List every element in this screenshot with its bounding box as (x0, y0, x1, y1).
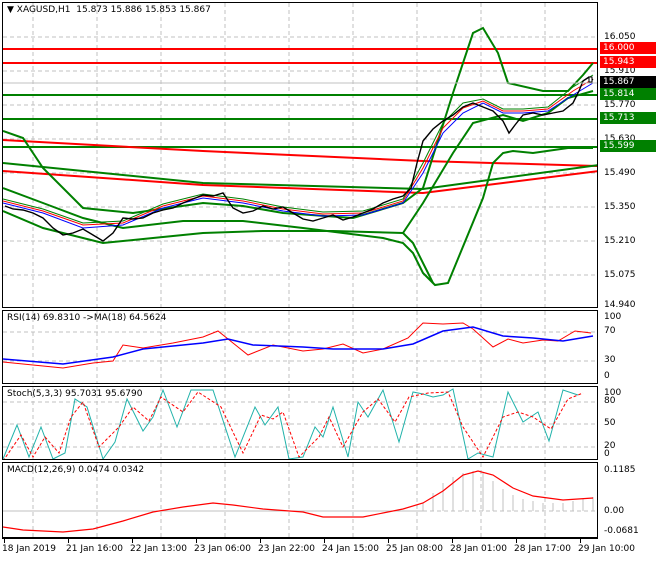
price-axis: 16.050 15.910 15.770 15.630 15.490 15.35… (598, 2, 660, 310)
rsi-label: 30 (604, 355, 616, 365)
price-label: 15.490 (604, 168, 636, 178)
price-label: 15.910 (604, 66, 636, 76)
price-label: 14.940 (604, 300, 636, 310)
rsi-title: RSI(14) 69.8310 ->MA(18) 64.5624 (7, 313, 167, 323)
time-label: 28 Jan 01:00 (450, 544, 507, 554)
time-label: 23 Jan 22:00 (258, 544, 315, 554)
macd-title: MACD(12,26,9) 0.0474 0.0342 (7, 465, 145, 475)
time-label: 28 Jan 17:00 (514, 544, 571, 554)
price-label: 15.210 (604, 236, 636, 246)
stochastic-pane[interactable]: Stoch(5,3,3) 95.7031 95.6790 (2, 386, 598, 460)
price-label: 15.075 (604, 270, 636, 280)
rsi-pane[interactable]: RSI(14) 69.8310 ->MA(18) 64.5624 (2, 310, 598, 384)
stoch-label: 100 (604, 388, 622, 398)
rsi-label: 70 (604, 326, 616, 336)
level-tag-red: 16.000 (600, 42, 656, 54)
time-label: 29 Jan 10:00 (578, 544, 635, 554)
price-chart-svg (3, 3, 597, 307)
macd-pane[interactable]: MACD(12,26,9) 0.0474 0.0342 (2, 462, 598, 538)
macd-label: 0.00 (604, 506, 625, 516)
macd-label: -0.0681 (604, 526, 639, 536)
stochastic-axis: 100 80 50 20 0 (598, 386, 660, 460)
rsi-axis: 100 70 30 0 (598, 310, 660, 384)
price-chart-pane[interactable]: ▼ XAGUSD,H1 15.873 15.886 15.853 15.867 (2, 2, 598, 308)
stochastic-svg (3, 387, 597, 459)
time-label: 22 Jan 13:00 (130, 544, 187, 554)
time-label: 18 Jan 2019 (2, 544, 56, 554)
stoch-label: 80 (604, 396, 616, 406)
level-tag-green: 15.599 (600, 140, 656, 152)
time-label: 24 Jan 15:00 (322, 544, 379, 554)
stoch-label: 0 (604, 449, 610, 459)
time-label: 21 Jan 16:00 (66, 544, 123, 554)
macd-axis: 0.1185 0.00 -0.0681 (598, 462, 660, 538)
price-label: 15.350 (604, 202, 636, 212)
time-label: 25 Jan 08:00 (386, 544, 443, 554)
time-axis: 18 Jan 2019 21 Jan 16:00 22 Jan 13:00 23… (2, 538, 635, 561)
rsi-svg (3, 311, 597, 383)
rsi-label: 100 (604, 312, 622, 322)
stoch-label: 20 (604, 441, 616, 451)
level-tag-red: 15.943 (600, 56, 656, 68)
ohlc-values: 15.873 15.886 15.853 15.867 (76, 5, 211, 15)
macd-label: 0.1185 (604, 465, 636, 475)
symbol-title: XAGUSD,H1 (16, 5, 71, 15)
stochastic-title: Stoch(5,3,3) 95.7031 95.6790 (7, 389, 143, 399)
price-label: 15.630 (604, 134, 636, 144)
current-price-tag: 15.867 (600, 76, 656, 88)
price-label: 16.050 (604, 32, 636, 42)
level-tag-green: 15.713 (600, 112, 656, 124)
rsi-label: 0 (604, 371, 610, 381)
collapse-triangle-icon[interactable]: ▼ (7, 5, 14, 15)
level-tag-green: 15.814 (600, 88, 656, 100)
time-label: 23 Jan 06:00 (194, 544, 251, 554)
chart-title: ▼ XAGUSD,H1 15.873 15.886 15.853 15.867 (7, 5, 211, 15)
price-label: 15.770 (604, 100, 636, 110)
macd-svg (3, 463, 597, 537)
stoch-label: 50 (604, 418, 616, 428)
